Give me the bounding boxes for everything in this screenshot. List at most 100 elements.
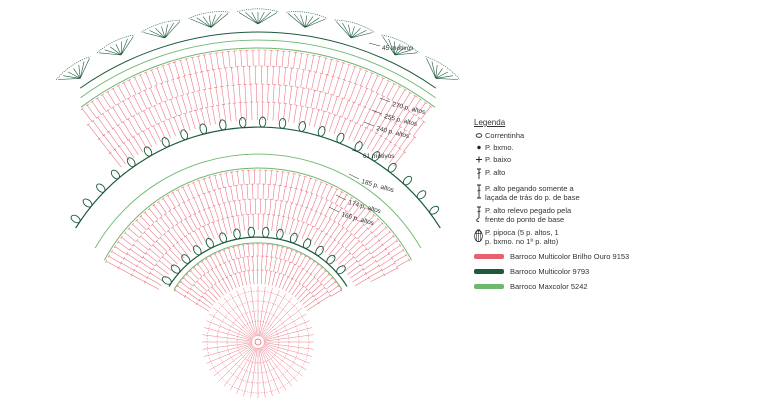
fan-1-round-2: [184, 255, 332, 305]
center-spokes: [202, 286, 314, 398]
popcorn-stitch: [276, 228, 284, 240]
popcorn-stitch: [289, 232, 298, 244]
shell-edge: [334, 19, 375, 33]
annotation-61-motivos: 61 motivos: [351, 149, 395, 160]
legend-title: Legenda: [474, 118, 506, 127]
popcorn-stitch: [326, 254, 336, 265]
popcorn-stitch: [110, 169, 120, 180]
popcorn-stitch: [298, 121, 306, 132]
shell-motif: [426, 58, 459, 80]
legend-item-label: Correntinha: [485, 131, 525, 140]
annotation-166-altos-label: 166 p. altos: [340, 211, 375, 227]
shell-edge: [425, 56, 461, 80]
popcorn-stitch: [161, 137, 170, 148]
legend-color-row: Barroco Multicolor Brilho Ouro 9153: [474, 252, 674, 261]
shell-edge: [237, 8, 279, 12]
shell-edge: [381, 34, 420, 54]
fan-3-round-2: [97, 83, 417, 154]
fan-3-round-4: [80, 49, 433, 122]
front-post-dc-icon: [474, 206, 483, 222]
legend-color-row: Barroco Multicolor 9793: [474, 267, 674, 276]
popcorn-stitch: [180, 129, 189, 140]
fan-3-round-1: [108, 101, 406, 168]
popcorn-stitch: [219, 232, 227, 243]
legend-item-label: P. alto relevo pegado pela frente do pon…: [485, 206, 572, 224]
legend-item-label: P. pipoca (5 p. altos, 1 p. bxmo. no 1º …: [485, 228, 559, 246]
shell-edge: [286, 11, 328, 19]
fan-3-green-row: [80, 47, 436, 108]
shell-motif: [143, 21, 181, 39]
legend-item-label: P. alto pegando somente a laçada de trás…: [485, 184, 580, 202]
popcorn-stitch: [205, 237, 214, 249]
legend-item-label: P. alto: [485, 168, 506, 177]
color-swatch-9793: [474, 269, 504, 274]
fan-2-round-3: [117, 183, 399, 276]
fan-2-dark-row: [75, 126, 441, 229]
popcorn-stitch: [181, 254, 191, 264]
shell-edge: [96, 34, 135, 54]
annotation-185-altos: 185 p. altos: [348, 173, 395, 194]
popcorn-stitch: [233, 228, 241, 240]
color-swatch-9153: [474, 254, 504, 259]
legend-item-label: P. bxmo.: [485, 143, 514, 152]
color-swatch-5242: [474, 284, 504, 289]
popcorn-stitch: [336, 265, 346, 275]
legend-item: P. alto pegando somente a laçada de trás…: [474, 184, 674, 202]
legend-item: Correntinha: [474, 131, 674, 140]
fan-2-round-4: [105, 169, 411, 269]
single-crochet-icon: [474, 155, 483, 163]
shell-edge: [141, 19, 182, 33]
popcorn-stitch: [239, 117, 247, 128]
annotation-45-motivos-label: 45 motivos: [382, 45, 414, 52]
popcorn-stitch-icon: [474, 228, 483, 244]
popcorn-stitch: [303, 238, 312, 249]
slip-stitch-icon: [474, 143, 483, 151]
popcorn-stitch: [387, 162, 397, 173]
popcorn-stitch: [161, 276, 172, 285]
popcorn-stitch: [70, 214, 81, 224]
annotation-255-altos-label: 255 p. altos: [384, 113, 419, 128]
popcorn-stitch: [354, 141, 363, 152]
annotation-45-motivos: 45 motivos: [368, 42, 414, 52]
shell-edge: [188, 11, 230, 19]
fan-3-round-3: [86, 65, 426, 139]
annotation-174-altos-label: 174 p. altos: [347, 199, 382, 215]
popcorn-stitch: [416, 190, 427, 200]
fan-2-round-1: [144, 213, 370, 290]
legend-item: P. bxmo.: [474, 143, 674, 152]
annotation-270-altos-label: 270 p. altos: [392, 101, 427, 116]
fan-3-dark-row: [79, 31, 437, 89]
popcorn-stitch: [219, 119, 227, 131]
popcorn-stitch: [170, 264, 181, 274]
popcorn-stitch: [402, 175, 413, 186]
popcorn-stitch: [317, 126, 326, 137]
legend-color-label: Barroco Maxcolor 5242: [510, 282, 588, 291]
legend-color-label: Barroco Multicolor Brilho Ouro 9153: [510, 252, 630, 261]
popcorn-stitch: [262, 226, 270, 238]
shell-motif: [57, 58, 90, 80]
fan-1-round-3: [173, 243, 343, 297]
shell-motif: [238, 11, 278, 25]
fan-2-round-2: [130, 198, 386, 283]
legend-item: P. pipoca (5 p. altos, 1 p. bxmo. no 1º …: [474, 228, 674, 246]
back-loop-dc-icon: [474, 184, 483, 200]
fan-3-green-row-2: [80, 39, 436, 99]
popcorn-stitch: [126, 157, 136, 168]
popcorn-stitch: [96, 183, 106, 193]
popcorn-stitch: [247, 226, 255, 238]
popcorn-stitch: [258, 116, 267, 128]
annotation-61-motivos-label: 61 motivos: [363, 153, 395, 160]
popcorn-stitch: [371, 151, 381, 162]
popcorn-stitch: [199, 123, 208, 135]
fan-2-green-row: [103, 167, 413, 261]
annotation-185-altos-label: 185 p. altos: [360, 178, 395, 194]
chain-stitch-icon: [474, 131, 483, 139]
popcorn-stitch: [82, 198, 93, 208]
popcorn-stitch: [336, 132, 345, 144]
shell-motif: [335, 21, 373, 39]
shell-motif: [382, 36, 418, 56]
double-crochet-icon: [474, 168, 483, 180]
fan-2-green-row-2: [94, 153, 422, 249]
popcorn-stitch: [143, 146, 153, 157]
